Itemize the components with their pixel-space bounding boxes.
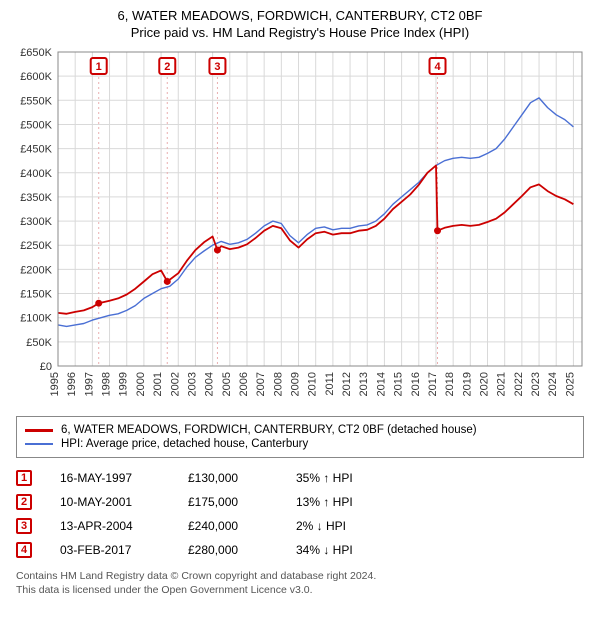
sale-marker-icon: 4 [16,542,32,558]
svg-text:1995: 1995 [49,372,61,396]
svg-text:£350K: £350K [20,192,52,204]
footnote-line: Contains HM Land Registry data © Crown c… [16,570,584,584]
svg-text:4: 4 [434,61,441,73]
chart-container: 6, WATER MEADOWS, FORDWICH, CANTERBURY, … [0,0,600,607]
line-chart-svg: £0 £50K £100K £150K £200K £250K £300K £350K £400… [10,46,590,406]
sale-marker-icon: 1 [16,470,32,486]
svg-text:2007: 2007 [255,372,267,396]
legend-swatch [25,443,53,446]
svg-text:2005: 2005 [221,372,233,396]
svg-text:1996: 1996 [66,372,78,396]
svg-text:£550K: £550K [20,95,52,107]
table-row: 1 16-MAY-1997 £130,000 35% ↑ HPI [16,466,584,490]
sale-price: £130,000 [188,471,268,485]
svg-text:2018: 2018 [444,372,456,396]
svg-text:2014: 2014 [375,372,387,396]
legend-label: HPI: Average price, detached house, Cant… [61,438,308,450]
svg-text:2013: 2013 [358,372,370,396]
svg-text:2023: 2023 [530,372,542,396]
sale-hpi-delta: 34% ↓ HPI [296,543,396,557]
svg-text:£600K: £600K [20,71,52,83]
svg-text:2001: 2001 [152,372,164,396]
sale-marker-icon: 3 [16,518,32,534]
svg-text:2: 2 [164,61,170,73]
svg-text:2010: 2010 [307,372,319,396]
svg-text:2012: 2012 [341,372,353,396]
svg-text:2024: 2024 [547,372,559,396]
table-row: 3 13-APR-2004 £240,000 2% ↓ HPI [16,514,584,538]
svg-text:2019: 2019 [461,372,473,396]
svg-text:£150K: £150K [20,289,52,301]
title-line2: Price paid vs. HM Land Registry's House … [10,25,590,40]
sale-hpi-delta: 35% ↑ HPI [296,471,396,485]
svg-text:1997: 1997 [83,372,95,396]
sale-marker-icon: 2 [16,494,32,510]
svg-text:1: 1 [96,61,102,73]
sale-date: 10-MAY-2001 [60,495,160,509]
sale-events-table: 1 16-MAY-1997 £130,000 35% ↑ HPI 2 10-MA… [16,466,584,562]
footnote-line: This data is licensed under the Open Gov… [16,584,584,598]
legend-label: 6, WATER MEADOWS, FORDWICH, CANTERBURY, … [61,424,477,436]
legend-swatch [25,429,53,432]
table-row: 4 03-FEB-2017 £280,000 34% ↓ HPI [16,538,584,562]
sale-price: £280,000 [188,543,268,557]
sale-price: £240,000 [188,519,268,533]
sale-date: 13-APR-2004 [60,519,160,533]
sale-date: 03-FEB-2017 [60,543,160,557]
svg-text:2008: 2008 [272,372,284,396]
sale-hpi-delta: 2% ↓ HPI [296,519,396,533]
svg-text:£100K: £100K [20,313,52,325]
svg-text:£500K: £500K [20,119,52,131]
svg-text:£250K: £250K [20,240,52,252]
svg-text:1999: 1999 [118,372,130,396]
svg-text:2020: 2020 [479,372,491,396]
sale-price: £175,000 [188,495,268,509]
svg-text:2000: 2000 [135,372,147,396]
svg-text:2017: 2017 [427,372,439,396]
svg-text:3: 3 [214,61,220,73]
svg-text:2002: 2002 [169,372,181,396]
chart-area: £0 £50K £100K £150K £200K £250K £300K £350K £400… [10,46,590,406]
svg-text:2022: 2022 [513,372,525,396]
legend-item: HPI: Average price, detached house, Cant… [25,437,575,451]
svg-text:£0: £0 [40,361,52,373]
svg-text:2015: 2015 [393,372,405,396]
legend-item: 6, WATER MEADOWS, FORDWICH, CANTERBURY, … [25,423,575,437]
table-row: 2 10-MAY-2001 £175,000 13% ↑ HPI [16,490,584,514]
svg-text:£400K: £400K [20,168,52,180]
svg-text:£650K: £650K [20,47,52,59]
svg-text:2009: 2009 [290,372,302,396]
svg-text:2006: 2006 [238,372,250,396]
legend: 6, WATER MEADOWS, FORDWICH, CANTERBURY, … [16,416,584,458]
svg-text:£200K: £200K [20,264,52,276]
svg-text:£300K: £300K [20,216,52,228]
svg-text:2003: 2003 [186,372,198,396]
sale-hpi-delta: 13% ↑ HPI [296,495,396,509]
svg-text:£450K: £450K [20,144,52,156]
svg-text:2004: 2004 [204,372,216,396]
title-line1: 6, WATER MEADOWS, FORDWICH, CANTERBURY, … [10,8,590,23]
footnote: Contains HM Land Registry data © Crown c… [16,570,584,597]
sale-date: 16-MAY-1997 [60,471,160,485]
svg-text:1998: 1998 [101,372,113,396]
svg-text:2021: 2021 [496,372,508,396]
svg-text:2016: 2016 [410,372,422,396]
svg-text:2011: 2011 [324,372,336,396]
svg-text:£50K: £50K [26,337,52,349]
svg-text:2025: 2025 [564,372,576,396]
